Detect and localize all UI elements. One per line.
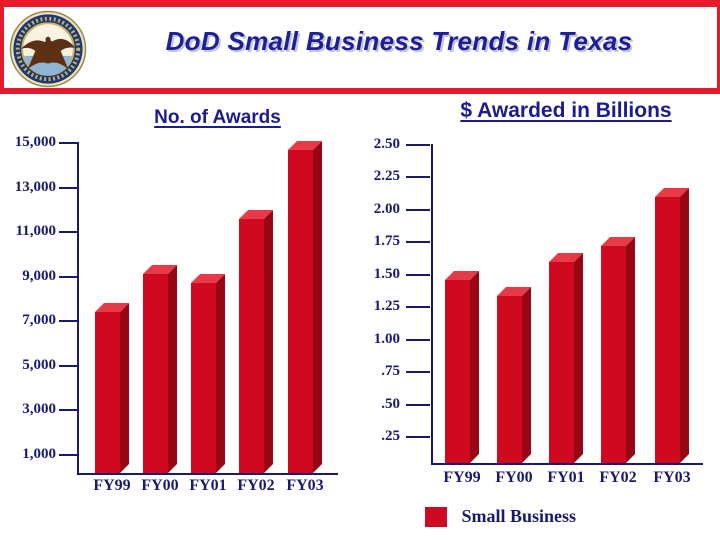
bar-side-face bbox=[680, 187, 689, 463]
bar-FY00 bbox=[497, 295, 522, 463]
bar-side-face bbox=[313, 140, 322, 473]
slide-title: DoD Small Business Trends in Texas bbox=[165, 26, 633, 56]
y-tick-mark bbox=[59, 142, 77, 144]
x-category-label: FY99 bbox=[443, 469, 481, 486]
y-tick-label: 11,000 bbox=[15, 223, 56, 240]
bar-FY03 bbox=[288, 149, 313, 473]
y-tick-label: 15,000 bbox=[14, 134, 56, 150]
y-tick-mark bbox=[406, 176, 430, 179]
y-tick-label: 5,000 bbox=[22, 356, 56, 373]
x-category-label: FY02 bbox=[237, 477, 275, 494]
bar-side-face bbox=[264, 209, 273, 473]
y-tick-label: 3,000 bbox=[22, 401, 56, 418]
bar-FY01 bbox=[191, 283, 216, 473]
y-tick-mark bbox=[59, 320, 77, 323]
bar-FY02 bbox=[601, 246, 626, 463]
y-tick-mark bbox=[59, 409, 77, 412]
y-tick-mark bbox=[406, 144, 430, 146]
y-tick-label: 13,000 bbox=[14, 178, 56, 195]
y-tick-mark bbox=[59, 275, 77, 278]
bar-FY99 bbox=[95, 312, 120, 473]
y-tick-mark bbox=[406, 403, 430, 406]
bar-side-face bbox=[626, 237, 635, 463]
y-tick-label: 1.50 bbox=[373, 265, 400, 282]
x-axis bbox=[77, 473, 338, 475]
bar-side-face bbox=[120, 303, 129, 473]
x-category-label: FY03 bbox=[653, 469, 691, 486]
left-chart-title: No. of Awards bbox=[154, 107, 281, 128]
navy-seal-logo bbox=[9, 10, 87, 88]
y-tick-label: 1,000 bbox=[22, 446, 56, 462]
y-tick-mark bbox=[59, 454, 77, 456]
y-tick-mark bbox=[406, 208, 430, 211]
bar-FY02 bbox=[239, 218, 264, 473]
y-tick-mark bbox=[59, 364, 77, 367]
legend-swatch bbox=[425, 506, 447, 527]
y-axis bbox=[431, 144, 433, 463]
x-category-label: FY01 bbox=[189, 477, 227, 494]
x-category-label: FY99 bbox=[93, 477, 131, 494]
y-tick-mark bbox=[406, 273, 430, 276]
bar-side-face bbox=[168, 265, 177, 473]
y-tick-mark bbox=[406, 306, 430, 309]
y-tick-mark bbox=[406, 338, 430, 341]
x-category-label: FY00 bbox=[495, 469, 533, 486]
y-tick-label: 2.25 bbox=[373, 168, 400, 185]
x-axis bbox=[431, 463, 703, 465]
y-tick-label: 1.00 bbox=[373, 330, 400, 347]
y-tick-label: 2.00 bbox=[373, 200, 400, 217]
bar-FY99 bbox=[445, 279, 470, 463]
y-tick-label: .50 bbox=[381, 395, 400, 412]
y-tick-mark bbox=[59, 231, 77, 234]
bar-side-face bbox=[574, 252, 583, 463]
y-tick-label: 1.25 bbox=[373, 298, 400, 315]
bar-FY00 bbox=[143, 274, 168, 473]
y-tick-label: 1.75 bbox=[373, 233, 400, 250]
bar-FY01 bbox=[549, 261, 574, 463]
right-chart-title: $ Awarded in Billions bbox=[460, 99, 672, 122]
bar-side-face bbox=[216, 274, 225, 473]
x-category-label: FY02 bbox=[599, 469, 637, 486]
bar-FY03 bbox=[655, 196, 680, 463]
header-band: DoD Small Business Trends in Texas bbox=[0, 0, 720, 94]
y-tick-label: .75 bbox=[381, 363, 400, 380]
x-category-label: FY00 bbox=[141, 477, 179, 494]
bar-side-face bbox=[522, 286, 531, 463]
legend: Small Business bbox=[425, 506, 576, 530]
x-category-label: FY01 bbox=[547, 469, 585, 486]
x-category-label: FY03 bbox=[286, 477, 324, 494]
y-axis bbox=[77, 142, 79, 473]
y-tick-mark bbox=[406, 241, 430, 244]
y-tick-label: 2.50 bbox=[373, 136, 400, 152]
y-tick-mark bbox=[406, 436, 430, 438]
legend-label: Small Business bbox=[461, 506, 576, 526]
bar-side-face bbox=[470, 270, 479, 463]
y-tick-mark bbox=[59, 186, 77, 189]
y-tick-label: 7,000 bbox=[22, 312, 56, 329]
navy-seal-icon bbox=[9, 10, 87, 88]
y-tick-label: 9,000 bbox=[22, 267, 56, 284]
y-tick-mark bbox=[406, 371, 430, 374]
y-tick-label: .25 bbox=[381, 428, 400, 444]
